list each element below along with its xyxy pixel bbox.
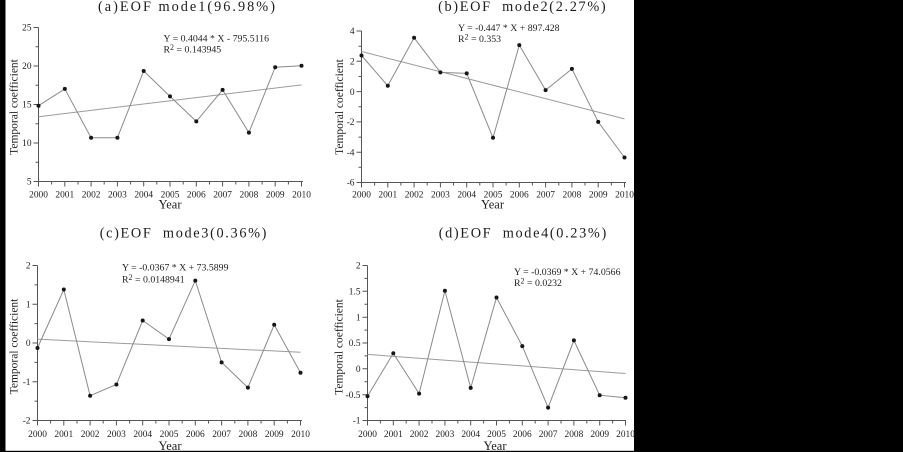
- svg-text:2005: 2005: [161, 191, 180, 201]
- svg-text:Y = -0.0367 * X + 73.5899: Y = -0.0367 * X + 73.5899: [122, 262, 229, 273]
- svg-text:2004: 2004: [134, 191, 153, 201]
- svg-text:-2: -2: [23, 417, 31, 427]
- svg-text:0.5: 0.5: [349, 339, 361, 349]
- svg-text:2005: 2005: [487, 430, 506, 440]
- svg-text:2006: 2006: [510, 191, 529, 201]
- svg-text:2002: 2002: [81, 430, 100, 440]
- svg-text:2001: 2001: [54, 430, 73, 440]
- svg-text:2004: 2004: [457, 191, 476, 201]
- svg-text:2002: 2002: [82, 191, 101, 201]
- svg-text:2006: 2006: [186, 430, 205, 440]
- svg-text:1: 1: [26, 300, 31, 310]
- svg-text:2002: 2002: [405, 191, 424, 201]
- svg-text:2008: 2008: [565, 430, 584, 440]
- svg-text:2009: 2009: [590, 430, 609, 440]
- svg-text:25: 25: [22, 24, 32, 34]
- svg-text:1.5: 1.5: [349, 288, 361, 298]
- svg-text:-2: -2: [347, 118, 355, 128]
- svg-text:2006: 2006: [187, 191, 206, 201]
- svg-text:2009: 2009: [266, 191, 285, 201]
- svg-text:Y = 0.4044 * X - 795.5116: Y = 0.4044 * X - 795.5116: [164, 33, 270, 44]
- svg-text:2001: 2001: [55, 191, 74, 201]
- svg-text:Year: Year: [158, 198, 182, 212]
- svg-text:R2 = 0.143945: R2 = 0.143945: [164, 43, 222, 56]
- svg-text:Year: Year: [481, 198, 505, 212]
- svg-text:5: 5: [27, 178, 32, 188]
- svg-text:2001: 2001: [384, 430, 403, 440]
- svg-text:10: 10: [22, 139, 32, 149]
- svg-text:2008: 2008: [563, 191, 582, 201]
- svg-text:2007: 2007: [536, 191, 555, 201]
- svg-text:-4: -4: [347, 148, 355, 158]
- svg-text:2001: 2001: [378, 191, 397, 201]
- svg-text:2: 2: [356, 262, 361, 272]
- svg-text:0: 0: [350, 88, 355, 98]
- svg-text:20: 20: [22, 62, 32, 72]
- svg-text:Temporal coefficient: Temporal coefficient: [334, 298, 346, 395]
- svg-text:2010: 2010: [291, 430, 310, 440]
- svg-text:2004: 2004: [133, 430, 152, 440]
- svg-text:2: 2: [26, 262, 31, 272]
- svg-text:2009: 2009: [589, 191, 608, 201]
- svg-text:2003: 2003: [431, 191, 450, 201]
- svg-text:2000: 2000: [29, 191, 48, 201]
- svg-text:2000: 2000: [352, 191, 371, 201]
- svg-text:2003: 2003: [108, 191, 127, 201]
- svg-text:15: 15: [22, 101, 32, 111]
- svg-text:(d)EOF mode4(0.23%): (d)EOF mode4(0.23%): [439, 225, 608, 241]
- svg-text:R2 = 0.0232: R2 = 0.0232: [514, 277, 562, 290]
- svg-text:2005: 2005: [160, 430, 179, 440]
- svg-text:2010: 2010: [616, 430, 635, 440]
- svg-text:2007: 2007: [212, 430, 231, 440]
- svg-text:2009: 2009: [265, 430, 284, 440]
- svg-text:-1: -1: [23, 378, 31, 388]
- svg-text:Year: Year: [158, 439, 182, 452]
- svg-text:2010: 2010: [292, 191, 311, 201]
- svg-text:0: 0: [356, 365, 361, 375]
- svg-text:2004: 2004: [461, 430, 480, 440]
- svg-text:Year: Year: [483, 439, 507, 452]
- svg-text:2003: 2003: [436, 430, 455, 440]
- svg-text:2003: 2003: [107, 430, 126, 440]
- svg-text:(a)EOF mode1(96.98%): (a)EOF mode1(96.98%): [98, 0, 277, 15]
- svg-text:Temporal coefficient: Temporal coefficient: [9, 58, 21, 155]
- svg-text:2008: 2008: [239, 430, 258, 440]
- svg-text:2000: 2000: [358, 430, 377, 440]
- svg-text:2005: 2005: [484, 191, 503, 201]
- svg-text:Y = -0.447 * X + 897.428: Y = -0.447 * X + 897.428: [458, 23, 560, 34]
- svg-text:2002: 2002: [410, 430, 429, 440]
- svg-text:-0.5: -0.5: [346, 391, 361, 401]
- svg-text:-6: -6: [347, 179, 355, 189]
- svg-text:Temporal coefficient: Temporal coefficient: [334, 58, 346, 155]
- svg-text:1: 1: [356, 313, 361, 323]
- svg-text:2007: 2007: [213, 191, 232, 201]
- svg-text:R2 = 0.353: R2 = 0.353: [458, 33, 501, 46]
- svg-text:0: 0: [26, 339, 31, 349]
- svg-text:-1: -1: [353, 417, 361, 427]
- svg-text:R2 = 0.0148941: R2 = 0.0148941: [122, 273, 185, 286]
- svg-text:2008: 2008: [240, 191, 259, 201]
- svg-text:Y = -0.0369 * X + 74.0566: Y = -0.0369 * X + 74.0566: [514, 267, 621, 278]
- svg-text:2007: 2007: [539, 430, 558, 440]
- svg-text:(c)EOF mode3(0.36%): (c)EOF mode3(0.36%): [100, 225, 268, 241]
- svg-text:Temporal coefficient: Temporal coefficient: [9, 298, 21, 395]
- svg-text:2: 2: [350, 58, 355, 68]
- svg-text:2010: 2010: [615, 191, 634, 201]
- svg-text:(b)EOF mode2(2.27%): (b)EOF mode2(2.27%): [438, 0, 607, 15]
- svg-text:4: 4: [350, 27, 355, 37]
- svg-text:2000: 2000: [28, 430, 47, 440]
- svg-text:2006: 2006: [513, 430, 532, 440]
